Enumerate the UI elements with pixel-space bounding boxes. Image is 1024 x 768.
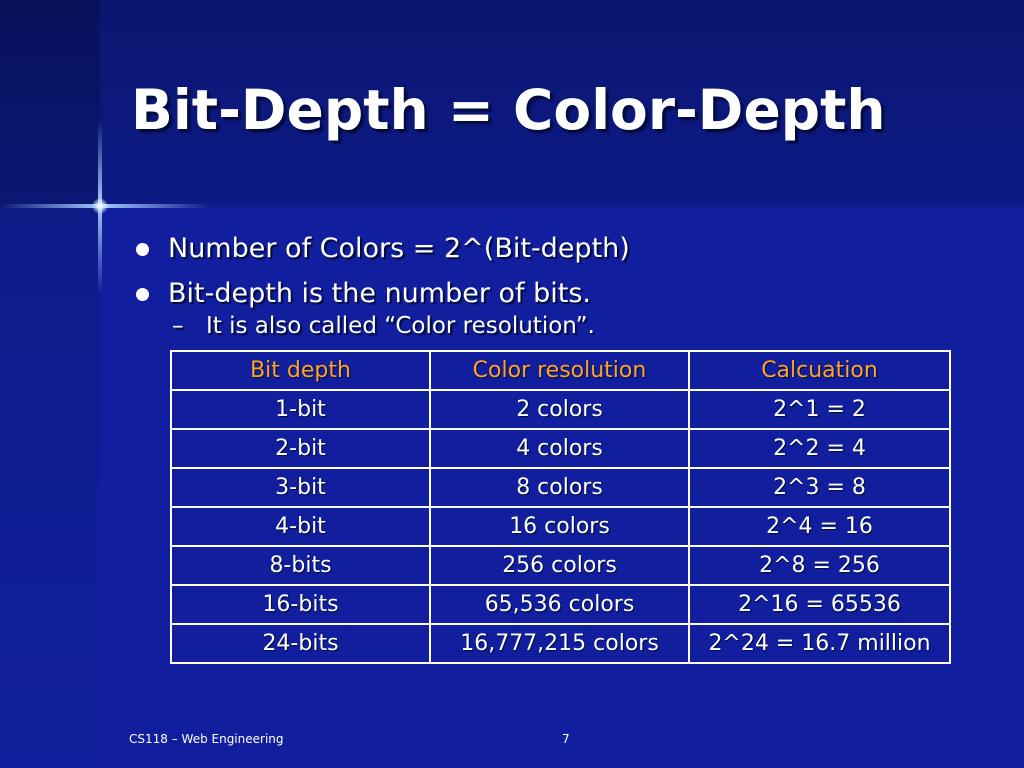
corner-decor-band xyxy=(0,0,100,207)
table-row: 4-bit 16 colors 2^4 = 16 xyxy=(170,506,951,547)
bullet-list: Number of Colors = 2^(Bit-depth) Bit-dep… xyxy=(130,226,630,316)
table-cell: 24-bits xyxy=(170,623,431,664)
table-row: 8-bits 256 colors 2^8 = 256 xyxy=(170,545,951,586)
bit-depth-table: Bit depth Color resolution Calcuation 1-… xyxy=(170,350,951,664)
sub-bullet-text: It is also called “Color resolution”. xyxy=(206,313,595,339)
table-cell: 65,536 colors xyxy=(429,584,690,625)
column-header-bit-depth: Bit depth xyxy=(170,350,431,391)
table-cell: 8-bits xyxy=(170,545,431,586)
table-cell: 2^1 = 2 xyxy=(688,389,951,430)
table-cell: 4-bit xyxy=(170,506,431,547)
bullet-dot-icon xyxy=(136,288,149,301)
bullet-item: Bit-depth is the number of bits. xyxy=(130,271,630,316)
footer-page-number: 7 xyxy=(562,732,570,746)
bullet-item: Number of Colors = 2^(Bit-depth) xyxy=(130,226,630,271)
bullet-text: Number of Colors = 2^(Bit-depth) xyxy=(168,233,630,264)
table-cell: 2^3 = 8 xyxy=(688,467,951,508)
column-header-calculation: Calcuation xyxy=(688,350,951,391)
table-header-row: Bit depth Color resolution Calcuation xyxy=(170,350,951,391)
column-header-color-resolution: Color resolution xyxy=(429,350,690,391)
table-cell: 4 colors xyxy=(429,428,690,469)
table-cell: 2^24 = 16.7 million xyxy=(688,623,951,664)
table-cell: 16,777,215 colors xyxy=(429,623,690,664)
table-cell: 2^4 = 16 xyxy=(688,506,951,547)
bullet-text: Bit-depth is the number of bits. xyxy=(168,278,592,309)
title-band xyxy=(100,0,1024,207)
table-cell: 8 colors xyxy=(429,467,690,508)
table-cell: 16 colors xyxy=(429,506,690,547)
table-cell: 16-bits xyxy=(170,584,431,625)
light-flare-icon xyxy=(92,198,108,214)
table-cell: 1-bit xyxy=(170,389,431,430)
table-cell: 256 colors xyxy=(429,545,690,586)
table-cell: 2^2 = 4 xyxy=(688,428,951,469)
dash-marker: – xyxy=(172,313,184,339)
footer-course: CS118 – Web Engineering xyxy=(129,732,284,746)
table-cell: 2 colors xyxy=(429,389,690,430)
table-cell: 2^8 = 256 xyxy=(688,545,951,586)
bullet-dot-icon xyxy=(136,243,149,256)
table-cell: 3-bit xyxy=(170,467,431,508)
table-cell: 2-bit xyxy=(170,428,431,469)
sub-bullet-item: – It is also called “Color resolution”. xyxy=(172,313,595,339)
table-cell: 2^16 = 65536 xyxy=(688,584,951,625)
table-row: 16-bits 65,536 colors 2^16 = 65536 xyxy=(170,584,951,625)
table-row: 3-bit 8 colors 2^3 = 8 xyxy=(170,467,951,508)
slide-title: Bit-Depth = Color-Depth xyxy=(131,78,886,142)
table-row: 1-bit 2 colors 2^1 = 2 xyxy=(170,389,951,430)
table-row: 2-bit 4 colors 2^2 = 4 xyxy=(170,428,951,469)
table-row: 24-bits 16,777,215 colors 2^24 = 16.7 mi… xyxy=(170,623,951,664)
